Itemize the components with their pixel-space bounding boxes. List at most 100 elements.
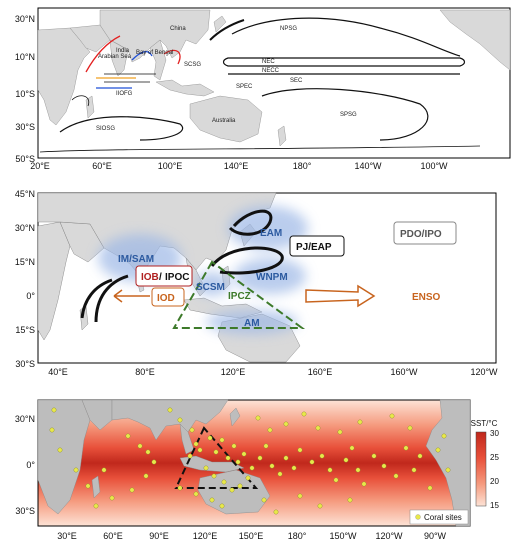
colorbar-tick: 20: [490, 477, 499, 486]
lon-tick: 150°W: [329, 531, 357, 541]
lat-tick: 30°N: [15, 14, 35, 24]
lon-tick: 20°E: [30, 161, 50, 171]
label-iiofg: IIOFG: [116, 91, 133, 97]
indochina-land-c: [179, 423, 195, 455]
label-china: China: [170, 26, 186, 32]
panel-b-ipcz: [172, 260, 306, 329]
siosg-gyre: [59, 116, 184, 141]
coral-site-marker: [101, 467, 107, 473]
australia-land: [189, 95, 263, 143]
coral-site-marker: [167, 407, 173, 413]
label-am: AM: [244, 318, 260, 329]
coral-site-marker: [283, 455, 289, 461]
panel-c-lat-axis: 30°N 0° 30°S: [15, 414, 36, 516]
kuroshio-current: [209, 19, 245, 41]
lon-tick: 100°W: [420, 161, 448, 171]
lon-tick: 160°E: [308, 367, 333, 377]
lon-tick: 150°E: [239, 531, 264, 541]
coral-site-marker: [291, 465, 297, 471]
label-bay-of-bengal: Bay of Bengal: [136, 50, 173, 56]
coral-site-marker: [187, 453, 193, 459]
panel-c-legend: Coral sites: [409, 509, 469, 525]
lon-tick: 90°W: [424, 531, 447, 541]
americas-land-c: [425, 399, 471, 527]
lat-tick: 30°S: [15, 359, 35, 369]
coral-site-marker: [189, 427, 195, 433]
lat-tick: 50°S: [15, 154, 35, 164]
maritime-land-c: [179, 455, 245, 473]
coral-site-marker: [137, 443, 143, 449]
acc-current: [39, 145, 481, 153]
wnpm-region: [234, 258, 306, 294]
coral-site-marker: [207, 435, 213, 441]
coral-site-marker: [231, 443, 237, 449]
legend-marker: [415, 514, 421, 520]
label-enso: ENSO: [412, 292, 441, 303]
coral-site-marker: [51, 407, 57, 413]
label-im-sam: IM/SAM: [118, 254, 154, 265]
panel-b-arrows: [80, 209, 284, 323]
coral-site-marker: [407, 425, 413, 431]
label-iob: IOB: [141, 272, 159, 283]
panel-c: 30°N 0° 30°S 30°E 60°E 90°E 120°E 150°E …: [15, 399, 499, 541]
ipcz-triangle: [172, 260, 306, 329]
coral-site-marker: [389, 413, 395, 419]
japan-land: [213, 15, 227, 33]
label-wnpm: WNPM: [256, 272, 288, 283]
lon-tick: 120°E: [221, 367, 246, 377]
coral-site-marker: [85, 483, 91, 489]
enso-arrow: [305, 284, 376, 308]
coral-site-marker: [49, 427, 55, 433]
label-pdo-ipo: PDO/IPO: [400, 229, 442, 240]
coral-site-marker: [237, 483, 243, 489]
maritime-land: [155, 79, 215, 97]
label-necc: NECC: [262, 68, 280, 74]
label-arabian-sea: Arabian Sea: [98, 54, 132, 60]
label-nec: NEC: [262, 59, 275, 65]
lon-tick: 60°E: [92, 161, 112, 171]
colorbar: [475, 431, 487, 507]
coral-site-marker: [193, 441, 199, 447]
coral-site-marker: [343, 457, 349, 463]
coral-site-marker: [283, 421, 289, 427]
coral-site-marker: [255, 415, 261, 421]
coral-site-marker: [249, 465, 255, 471]
lon-tick: 90°E: [149, 531, 169, 541]
iofg-arrows: [104, 73, 156, 83]
lat-tick: 10°S: [15, 89, 35, 99]
label-siosg: SIOSG: [96, 126, 115, 132]
lat-tick: 0°: [26, 460, 35, 470]
coral-site-marker: [427, 485, 433, 491]
asia-land-c: [111, 399, 229, 441]
im-arrow-2: [80, 278, 113, 319]
panel-b-label-boxes: [135, 221, 457, 307]
am-region: [206, 310, 298, 334]
indochina-land: [149, 39, 167, 81]
legend-box: [409, 509, 469, 525]
coral-site-marker: [263, 443, 269, 449]
lon-tick: 180°: [288, 531, 307, 541]
lon-tick: 120°W: [375, 531, 403, 541]
coral-site-marker: [355, 467, 361, 473]
japan-land-c: [229, 407, 241, 427]
coral-site-marker: [235, 459, 241, 465]
coral-site-marker: [333, 477, 339, 483]
coral-site-marker: [57, 447, 63, 453]
coral-site-marker: [317, 503, 323, 509]
coral-site-marker: [245, 475, 251, 481]
label-iob-ipoc-slash: /: [159, 272, 162, 283]
label-scsm: SCSM: [196, 282, 225, 293]
coral-site-marker: [225, 455, 231, 461]
colorbar-tick: 30: [490, 429, 499, 438]
madagascar-land: [85, 95, 95, 119]
panel-c-lon-axis: 30°E 60°E 90°E 120°E 150°E 180° 150°W 12…: [57, 531, 446, 541]
newzealand-land: [277, 125, 287, 147]
somali-current: [85, 35, 121, 73]
lat-tick: 15°N: [15, 257, 35, 267]
label-scsg: SCSG: [184, 62, 201, 68]
lat-tick: 30°N: [15, 223, 35, 233]
panel-b-lat-axis: 45°N 30°N 15°N 0° 15°S 30°S: [15, 189, 36, 369]
panel-b-blobs: [98, 206, 308, 334]
coral-site-marker: [393, 473, 399, 479]
